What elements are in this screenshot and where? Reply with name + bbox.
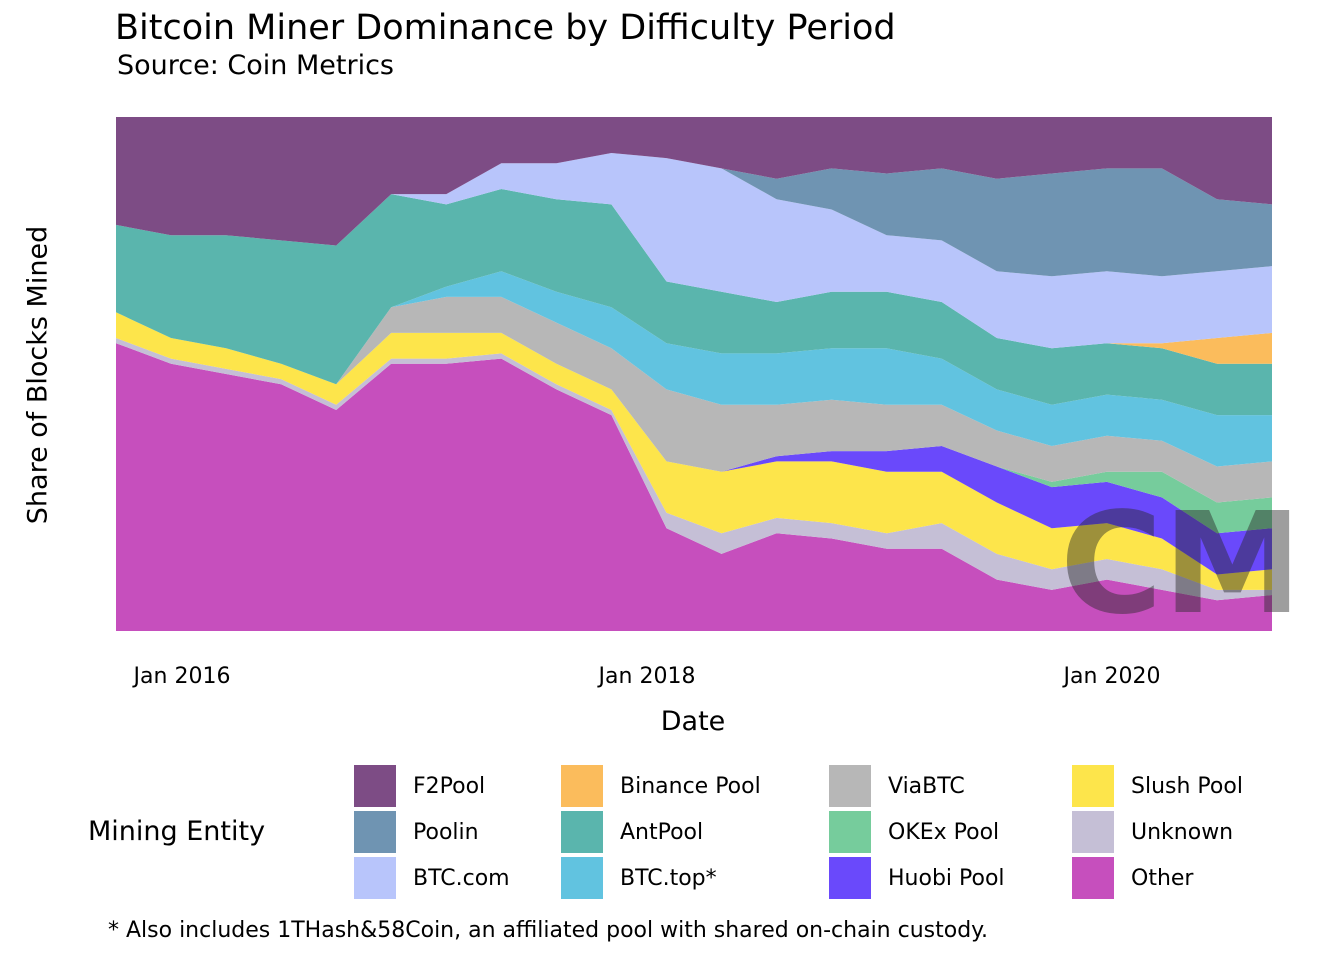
legend-label: Slush Pool	[1131, 773, 1243, 799]
legend-item-unknown: Unknown	[1072, 811, 1233, 853]
footnote: * Also includes 1THash&58Coin, an affili…	[108, 918, 989, 943]
legend-item-poolin: Poolin	[354, 811, 479, 853]
legend-label: Other	[1131, 865, 1194, 891]
legend-item-huobi-pool: Huobi Pool	[829, 857, 1005, 899]
x-tick-label: Jan 2018	[598, 664, 696, 689]
legend-swatch	[1072, 857, 1114, 899]
legend-item-okex-pool: OKEx Pool	[829, 811, 999, 853]
legend-swatch	[354, 857, 396, 899]
legend-swatch	[829, 811, 871, 853]
legend-label: Huobi Pool	[888, 865, 1005, 891]
area-btc-com	[116, 153, 1272, 349]
legend-swatch	[354, 811, 396, 853]
area-unknown	[116, 338, 1272, 601]
legend-label: OKEx Pool	[888, 819, 1000, 845]
x-axis-label: Date	[660, 706, 726, 737]
area-slush-pool	[116, 312, 1272, 590]
legend-item-viabtc: ViaBTC	[829, 765, 965, 807]
legend-item-btc-com: BTC.com	[354, 857, 510, 899]
legend-title: Mining Entity	[88, 816, 266, 847]
legend-label: Poolin	[413, 819, 479, 845]
legend-swatch	[829, 857, 871, 899]
legend-swatch	[561, 857, 603, 899]
area-other	[116, 343, 1272, 631]
legend-swatch	[561, 765, 603, 807]
legend-swatch	[1072, 811, 1114, 853]
legend-item-other: Other	[1072, 857, 1193, 899]
area-btc-top	[116, 271, 1272, 467]
legend-swatch	[561, 811, 603, 853]
area-antpool	[116, 189, 1272, 416]
legend-label: ViaBTC	[888, 773, 965, 799]
legend-item-f2pool: F2Pool	[354, 765, 485, 807]
x-tick-label: Jan 2020	[1063, 664, 1161, 689]
legend-label: Unknown	[1131, 819, 1234, 845]
legend-label: AntPool	[620, 819, 704, 845]
legend-label: BTC.com	[413, 865, 510, 891]
legend-item-btc-top: BTC.top*	[561, 857, 717, 899]
x-tick-label: Jan 2016	[133, 664, 231, 689]
legend-label: F2Pool	[413, 773, 486, 799]
legend-label: Binance Pool	[620, 773, 761, 799]
legend-label: BTC.top*	[620, 865, 717, 891]
area-f2pool	[116, 117, 1272, 246]
legend-item-binance-pool: Binance Pool	[561, 765, 761, 807]
watermark-logo: CM	[1060, 483, 1302, 646]
area-binance-pool	[116, 189, 1272, 364]
area-poolin	[116, 153, 1272, 277]
legend-item-slush-pool: Slush Pool	[1072, 765, 1243, 807]
legend-swatch	[354, 765, 396, 807]
legend-item-antpool: AntPool	[561, 811, 703, 853]
stacked-area-chart: CM	[116, 117, 1302, 646]
legend-swatch	[829, 765, 871, 807]
area-viabtc	[116, 296, 1272, 503]
chart-title: Bitcoin Miner Dominance by Difficulty Pe…	[115, 8, 896, 48]
chart-subtitle: Source: Coin Metrics	[117, 50, 394, 81]
legend-swatch	[1072, 765, 1114, 807]
